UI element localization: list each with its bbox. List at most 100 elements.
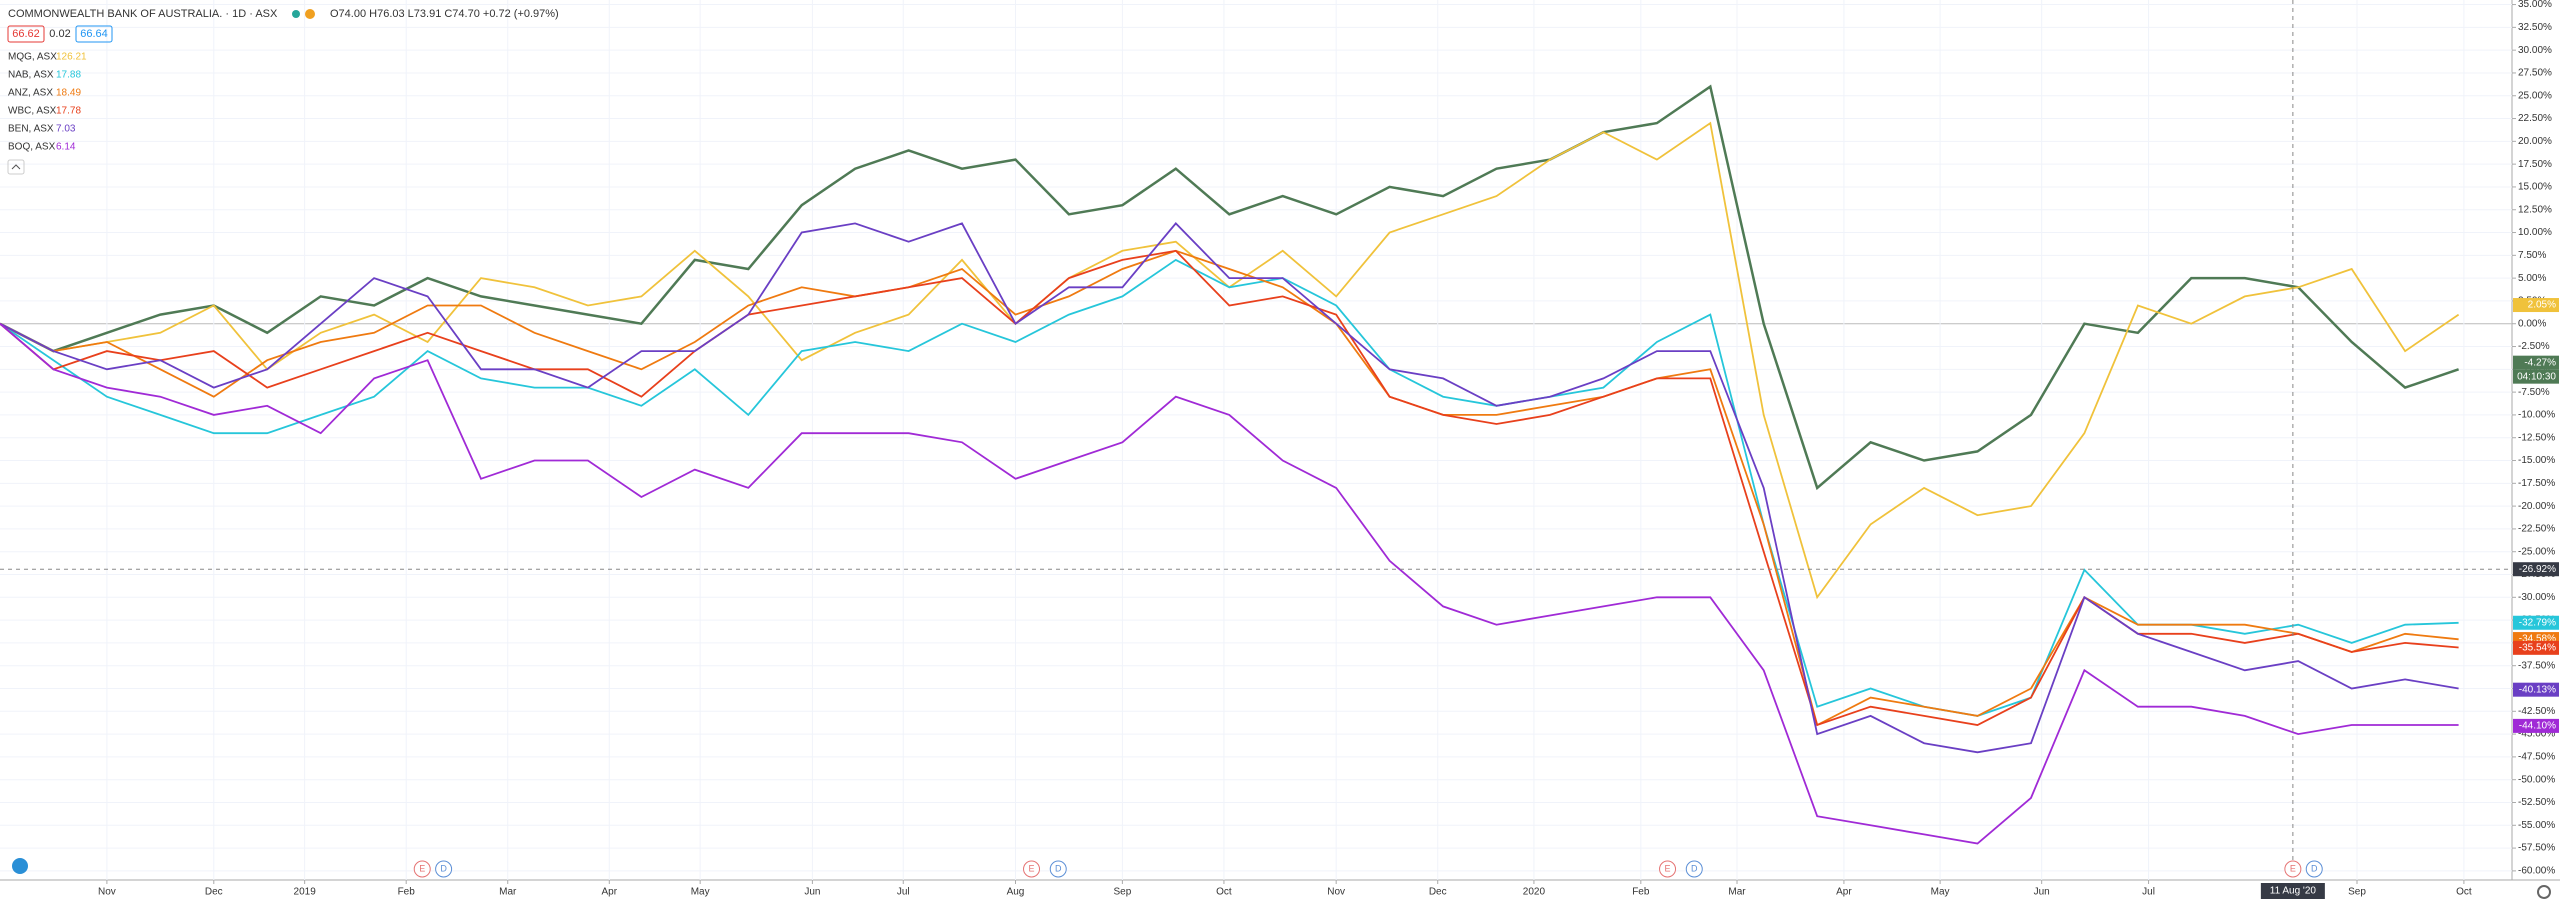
x-tick-label: Sep bbox=[2348, 887, 2366, 898]
event-marker[interactable] bbox=[1049, 860, 1067, 878]
y-tick-label: -57.50% bbox=[2518, 843, 2555, 854]
axes: 35.00% 32.50% 30.00% 27.50% 25.00% 22.50% 20.0… bbox=[98, 0, 2559, 899]
last-value-label: -34.58% bbox=[2519, 634, 2556, 645]
y-tick-label: -37.50% bbox=[2518, 660, 2555, 671]
event-marker[interactable] bbox=[413, 860, 431, 878]
y-tick-label: 12.50% bbox=[2518, 204, 2552, 215]
event-label: E bbox=[2290, 863, 2296, 873]
y-tick-label: -52.50% bbox=[2518, 797, 2555, 808]
crosshair-x-label: 11 Aug '20 bbox=[2270, 886, 2317, 897]
last-value-box bbox=[2513, 682, 2559, 697]
last-value-label: 2.05% bbox=[2528, 300, 2556, 311]
y-tick-label: -7.50% bbox=[2518, 387, 2550, 398]
y-tick-label: 32.50% bbox=[2518, 22, 2552, 33]
last-value-box bbox=[2513, 615, 2559, 630]
y-tick-label: -42.50% bbox=[2518, 706, 2555, 717]
event-label: D bbox=[1055, 863, 1062, 873]
y-tick-label: -55.00% bbox=[2518, 820, 2555, 831]
series-line bbox=[0, 249, 2459, 727]
ohlc: O74.00 H76.03 L73.91 C74.70 +0.72 (+0.97… bbox=[330, 8, 559, 20]
crosshair-x-box bbox=[2260, 883, 2325, 899]
x-tick-label: Dec bbox=[205, 887, 223, 898]
crosshair-y-box bbox=[2513, 562, 2559, 577]
y-tick-label: -50.00% bbox=[2518, 774, 2555, 785]
countdown-box bbox=[2513, 369, 2559, 384]
x-tick-label: Feb bbox=[1632, 887, 1650, 898]
y-tick-label: 30.00% bbox=[2518, 45, 2552, 56]
y-tick-label: 25.00% bbox=[2518, 90, 2552, 101]
event-marker[interactable] bbox=[2284, 860, 2302, 878]
legend-price: 6.14 bbox=[56, 142, 76, 153]
y-tick-label: -2.50% bbox=[2518, 341, 2550, 352]
y-tick-label: 27.50% bbox=[2518, 68, 2552, 79]
x-tick-label: Oct bbox=[1216, 887, 1232, 898]
legend-price: 18.49 bbox=[56, 88, 81, 99]
y-tick-label: -25.00% bbox=[2518, 546, 2555, 557]
y-tick-label: -30.00% bbox=[2518, 592, 2555, 603]
legend-price: 17.88 bbox=[56, 70, 81, 81]
x-tick-label: 2019 bbox=[294, 887, 317, 898]
legend-name: BOQ, ASX bbox=[8, 142, 56, 153]
event-label: D bbox=[440, 863, 447, 873]
event-label: D bbox=[1691, 863, 1698, 873]
legend-name: MQG, ASX bbox=[8, 52, 57, 63]
legend-name: WBC, ASX bbox=[8, 106, 57, 117]
last-value-label: -44.10% bbox=[2519, 721, 2556, 732]
series-line bbox=[0, 84, 2460, 491]
y-tick-label: 7.50% bbox=[2518, 250, 2546, 261]
ask: 66.64 bbox=[80, 28, 108, 40]
last-value-label: -35.54% bbox=[2519, 642, 2556, 653]
y-tick-label: -22.50% bbox=[2518, 524, 2555, 535]
x-tick-label: May bbox=[1931, 887, 1950, 898]
bid-box[interactable] bbox=[7, 25, 45, 43]
y-tick-label: 22.50% bbox=[2518, 113, 2552, 124]
settings-button[interactable] bbox=[2537, 885, 2551, 899]
x-tick-label: Oct bbox=[2456, 887, 2472, 898]
event-marker[interactable] bbox=[1685, 860, 1703, 878]
y-tick-label: -17.50% bbox=[2518, 478, 2555, 489]
y-tick-label: -10.00% bbox=[2518, 410, 2555, 421]
last-value-label: -32.79% bbox=[2519, 617, 2556, 628]
logo bbox=[12, 858, 28, 874]
event-marker[interactable] bbox=[1659, 860, 1677, 878]
grid bbox=[0, 0, 2512, 880]
event-marker[interactable] bbox=[1023, 860, 1041, 878]
crosshair-y-label: -26.92% bbox=[2519, 564, 2556, 575]
last-value-label: -40.13% bbox=[2519, 684, 2556, 695]
event-marker[interactable] bbox=[2305, 860, 2323, 878]
x-tick-label: Aug bbox=[1007, 887, 1025, 898]
x-tick-label: May bbox=[691, 887, 710, 898]
collapse-button[interactable] bbox=[7, 159, 25, 175]
event-marker[interactable] bbox=[435, 860, 453, 878]
bid: 66.62 bbox=[12, 28, 40, 40]
x-tick-label: Feb bbox=[398, 887, 416, 898]
x-tick-label: Jul bbox=[897, 887, 910, 898]
x-tick-label: Dec bbox=[1429, 887, 1447, 898]
y-tick-label: 10.00% bbox=[2518, 227, 2552, 238]
legend-name: BEN, ASX bbox=[8, 124, 54, 135]
y-tick-label: 5.00% bbox=[2518, 273, 2546, 284]
y-tick-label: 0.00% bbox=[2518, 318, 2546, 329]
x-tick-label: Nov bbox=[1327, 887, 1345, 898]
symbol-title: COMMONWEALTH BANK OF AUSTRALIA. · 1D · A… bbox=[8, 8, 278, 20]
legend-price: 126.21 bbox=[56, 52, 87, 63]
x-tick-label: Apr bbox=[602, 887, 618, 898]
event-label: D bbox=[2311, 863, 2318, 873]
status-dot bbox=[305, 9, 315, 19]
last-value-box bbox=[2513, 298, 2559, 313]
countdown: 04:10:30 bbox=[2517, 371, 2556, 382]
legend-name: ANZ, ASX bbox=[8, 88, 53, 99]
last-value-box bbox=[2513, 640, 2559, 655]
x-tick-label: Jun bbox=[2034, 887, 2050, 898]
x-tick-label: 2020 bbox=[1523, 887, 1546, 898]
x-tick-label: Apr bbox=[1836, 887, 1852, 898]
ask-box[interactable] bbox=[75, 25, 113, 43]
series-line bbox=[0, 249, 2459, 727]
legend-price: 17.78 bbox=[56, 106, 81, 117]
y-tick-label: 20.00% bbox=[2518, 136, 2552, 147]
x-tick-label: Sep bbox=[1113, 887, 1131, 898]
last-value-box bbox=[2513, 355, 2559, 370]
event-label: E bbox=[419, 863, 425, 873]
y-tick-label: -45.00% bbox=[2518, 729, 2555, 740]
